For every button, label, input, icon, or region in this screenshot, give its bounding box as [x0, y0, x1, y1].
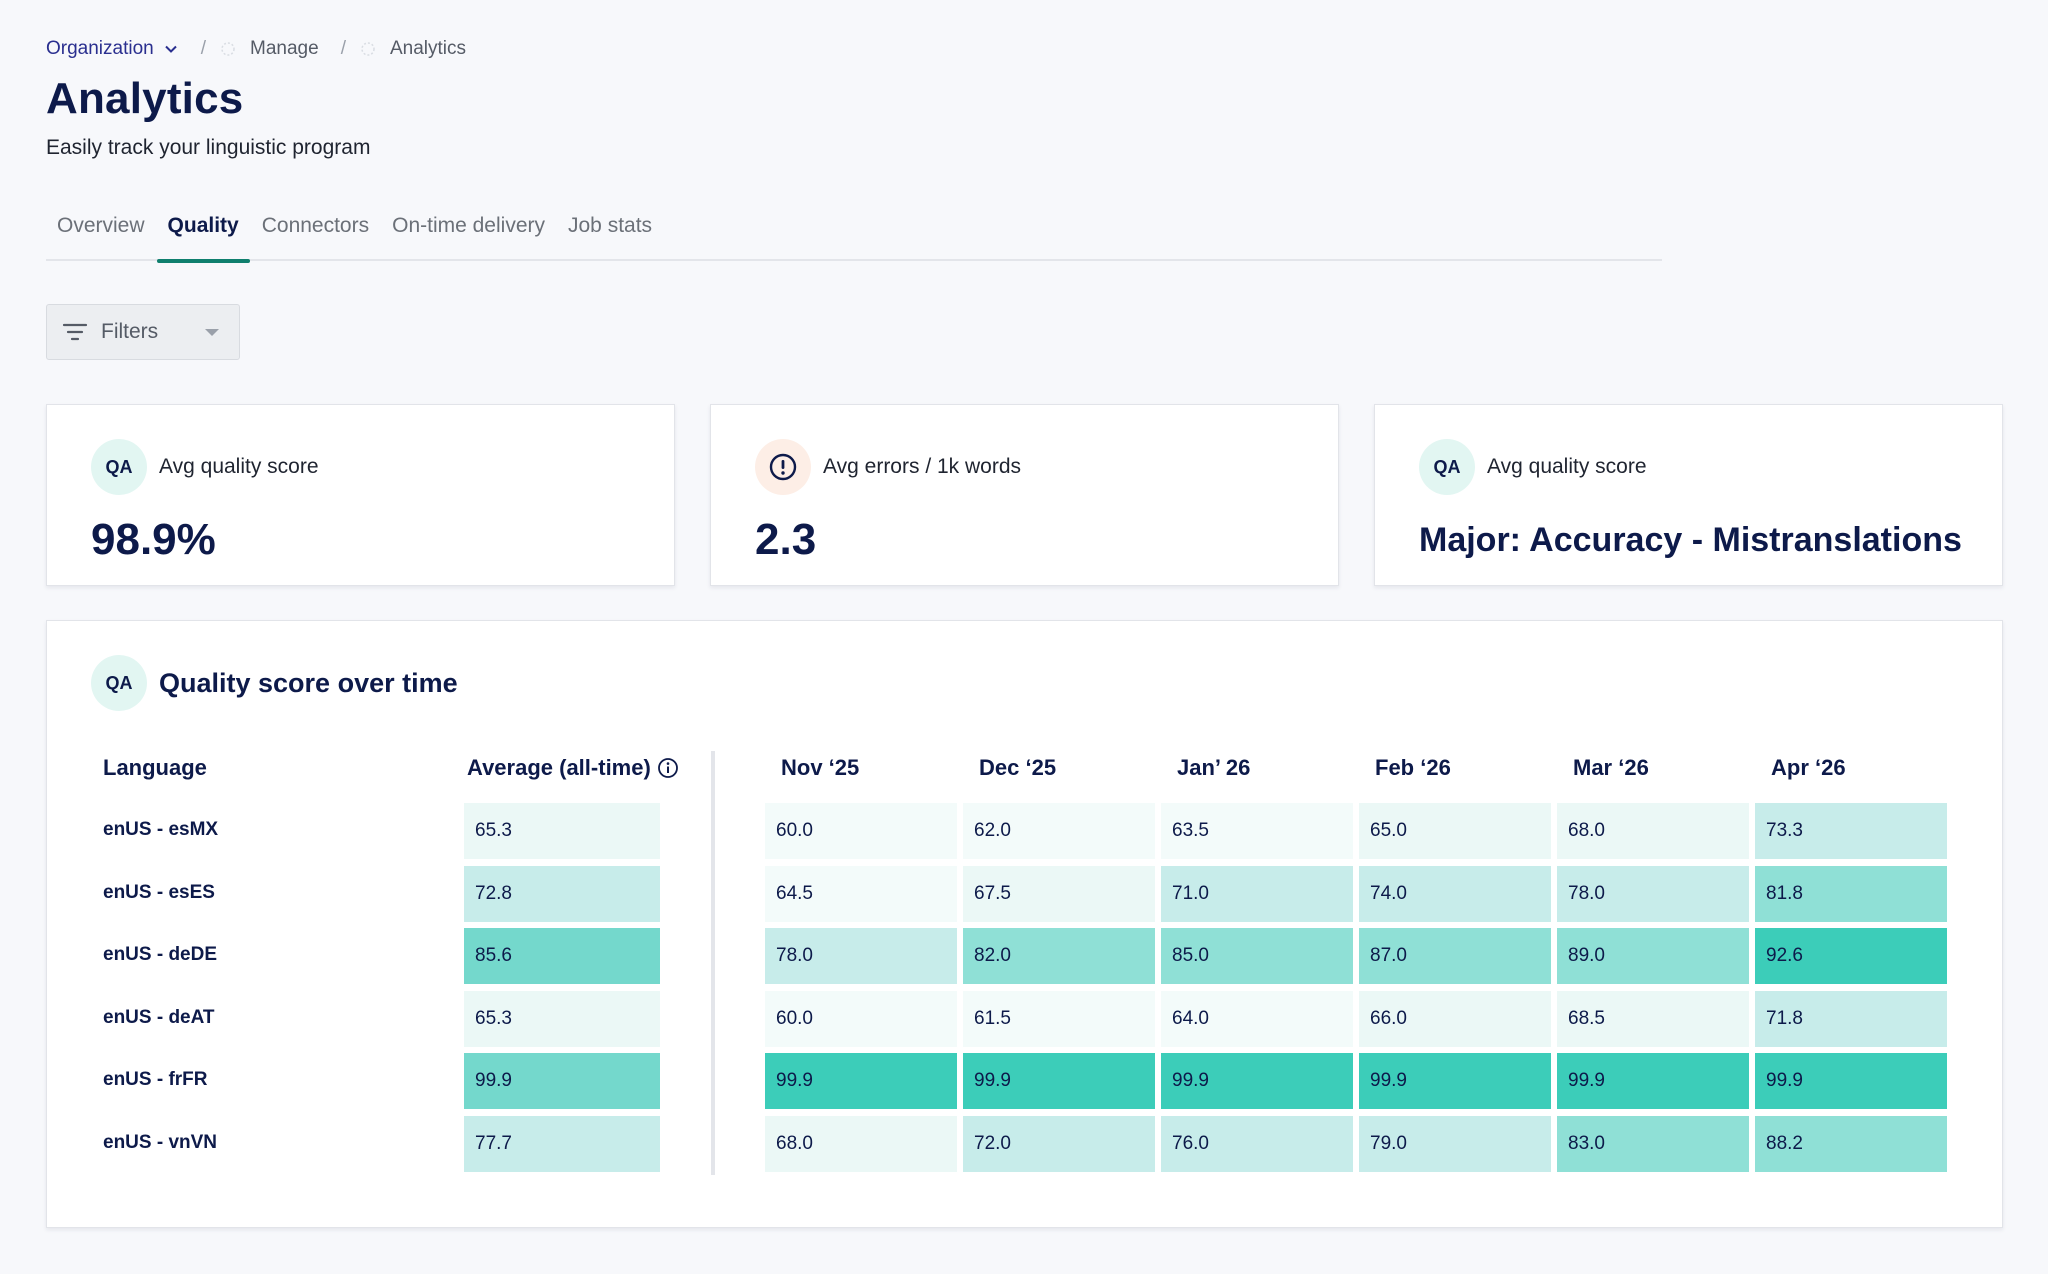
- tab-connectors[interactable]: Connectors: [261, 214, 370, 237]
- stat-card-label: Avg quality score: [1487, 455, 1647, 478]
- page-subtitle: Easily track your linguistic program: [46, 136, 371, 159]
- column-header-month: Dec ‘25: [979, 755, 1057, 780]
- breadcrumb-organization-label: Organization: [46, 38, 154, 59]
- monthly-score-cell: 87.0: [1359, 928, 1551, 984]
- monthly-score-cell: 89.0: [1557, 928, 1749, 984]
- average-score-cell: 65.3: [464, 990, 660, 1047]
- monthly-score-cell: 71.0: [1161, 865, 1353, 922]
- monthly-score-cell: 68.0: [1557, 803, 1749, 859]
- row-language-label: enUS - frFR: [103, 1069, 208, 1090]
- monthly-score-cell: 64.0: [1161, 990, 1353, 1047]
- monthly-score-cell: 61.5: [963, 990, 1155, 1047]
- breadcrumb: Organization / Manage / Analytics: [46, 34, 466, 64]
- row-language-label: enUS - vnVN: [103, 1131, 218, 1153]
- tab-overview[interactable]: Overview: [57, 214, 145, 237]
- monthly-score-cell: 83.0: [1557, 1115, 1749, 1172]
- monthly-score-cell: 60.0: [765, 990, 957, 1047]
- monthly-score-cell: 79.0: [1359, 1115, 1551, 1172]
- column-divider: [711, 751, 715, 1175]
- breadcrumb-separator: /: [340, 38, 346, 59]
- monthly-score-cell: 65.0: [1359, 803, 1551, 859]
- filters-button[interactable]: Filters: [46, 304, 240, 360]
- monthly-score-cell: 67.5: [963, 865, 1155, 922]
- stat-card-avg-errors: Avg errors / 1k words 2.3: [710, 404, 1339, 586]
- tab-on-time-delivery[interactable]: On-time delivery: [392, 214, 545, 237]
- column-header-average-label: Average (all-time): [467, 755, 651, 780]
- monthly-score-cell: 99.9: [765, 1053, 957, 1109]
- stat-card-label: Avg errors / 1k words: [823, 455, 1022, 478]
- monthly-score-cell: 85.0: [1161, 928, 1353, 984]
- row-language-label: enUS - esMX: [103, 819, 219, 840]
- monthly-score-cell: 63.5: [1161, 803, 1353, 859]
- breadcrumb-analytics-label: Analytics: [389, 38, 466, 59]
- monthly-score-cell: 88.2: [1755, 1115, 1947, 1172]
- average-score-cell: 65.3: [464, 803, 660, 859]
- panel-title: Quality score over time: [159, 667, 458, 698]
- stat-card-label: Avg quality score: [159, 455, 319, 478]
- monthly-score-cell: 62.0: [963, 803, 1155, 859]
- tab-quality[interactable]: Quality: [156, 206, 250, 263]
- breadcrumb-analytics: Analytics: [360, 38, 466, 60]
- monthly-score-cell: 74.0: [1359, 865, 1551, 922]
- column-header-month: Feb ‘26: [1375, 755, 1451, 780]
- average-score-cell: 77.7: [464, 1115, 660, 1172]
- monthly-score-cell: 78.0: [765, 928, 957, 984]
- column-header-language: Language: [103, 755, 207, 780]
- monthly-score-cell: 99.9: [1359, 1053, 1551, 1109]
- monthly-score-cell: 60.0: [765, 803, 957, 859]
- qa-badge-icon: QA: [1419, 439, 1475, 495]
- monthly-score-cell: 99.9: [1557, 1053, 1749, 1109]
- tab-bar: Overview Quality Connectors On-time deli…: [46, 206, 1662, 263]
- page-title: Analytics: [46, 74, 244, 123]
- chevron-down-icon: [165, 45, 177, 53]
- caret-down-icon: [205, 329, 219, 336]
- qa-badge-icon: QA: [91, 439, 147, 495]
- breadcrumb-manage[interactable]: Manage: [220, 38, 319, 60]
- row-language-label: enUS - deAT: [103, 1006, 215, 1028]
- breadcrumb-manage-label: Manage: [250, 38, 319, 59]
- loading-spinner-icon: [221, 42, 235, 56]
- column-header-month: Nov ‘25: [781, 755, 860, 780]
- alert-circle-icon: [755, 439, 811, 495]
- average-score-cell: 99.9: [464, 1053, 660, 1109]
- row-language-label: enUS - deDE: [103, 944, 218, 965]
- quality-score-over-time-panel: QA Quality score over time Language Aver…: [46, 620, 2003, 1228]
- monthly-score-cell: 78.0: [1557, 865, 1749, 922]
- monthly-score-cell: 66.0: [1359, 990, 1551, 1047]
- average-score-cell: 72.8: [464, 865, 660, 922]
- info-icon[interactable]: [657, 757, 679, 779]
- monthly-score-cell: 73.3: [1755, 803, 1947, 859]
- filter-icon: [62, 323, 88, 341]
- stat-card-value: 2.3: [755, 515, 817, 564]
- column-header-month: Jan’ 26: [1177, 755, 1251, 780]
- stat-card-value: 98.9%: [91, 515, 216, 564]
- stat-card-top-error-category: QA Avg quality score Major: Accuracy - M…: [1374, 404, 2003, 586]
- breadcrumb-separator: /: [200, 38, 207, 59]
- monthly-score-cell: 72.0: [963, 1115, 1155, 1172]
- monthly-score-cell: 99.9: [1755, 1053, 1947, 1109]
- monthly-score-cell: 81.8: [1755, 865, 1947, 922]
- loading-spinner-icon: [361, 42, 375, 56]
- monthly-score-cell: 99.9: [963, 1053, 1155, 1109]
- column-header-average: Average (all-time): [467, 755, 679, 781]
- monthly-score-cell: 64.5: [765, 865, 957, 922]
- stat-card-value: Major: Accuracy - Mistranslations: [1419, 521, 1962, 559]
- column-header-month: Apr ‘26: [1771, 755, 1846, 780]
- average-score-cell: 85.6: [464, 928, 660, 984]
- monthly-score-cell: 68.5: [1557, 990, 1749, 1047]
- monthly-score-cell: 92.6: [1755, 928, 1947, 984]
- monthly-score-cell: 71.8: [1755, 990, 1947, 1047]
- breadcrumb-organization[interactable]: Organization: [46, 38, 179, 60]
- tab-job-stats[interactable]: Job stats: [568, 214, 653, 237]
- monthly-score-cell: 68.0: [765, 1115, 957, 1172]
- row-language-label: enUS - esES: [103, 881, 215, 903]
- monthly-score-cell: 76.0: [1161, 1115, 1353, 1172]
- monthly-score-cell: 99.9: [1161, 1053, 1353, 1109]
- stat-card-avg-quality-score: QA Avg quality score 98.9%: [46, 404, 675, 586]
- monthly-score-cell: 82.0: [963, 928, 1155, 984]
- qa-badge-icon: QA: [91, 655, 147, 711]
- filters-label: Filters: [101, 320, 159, 343]
- column-header-month: Mar ‘26: [1573, 755, 1649, 780]
